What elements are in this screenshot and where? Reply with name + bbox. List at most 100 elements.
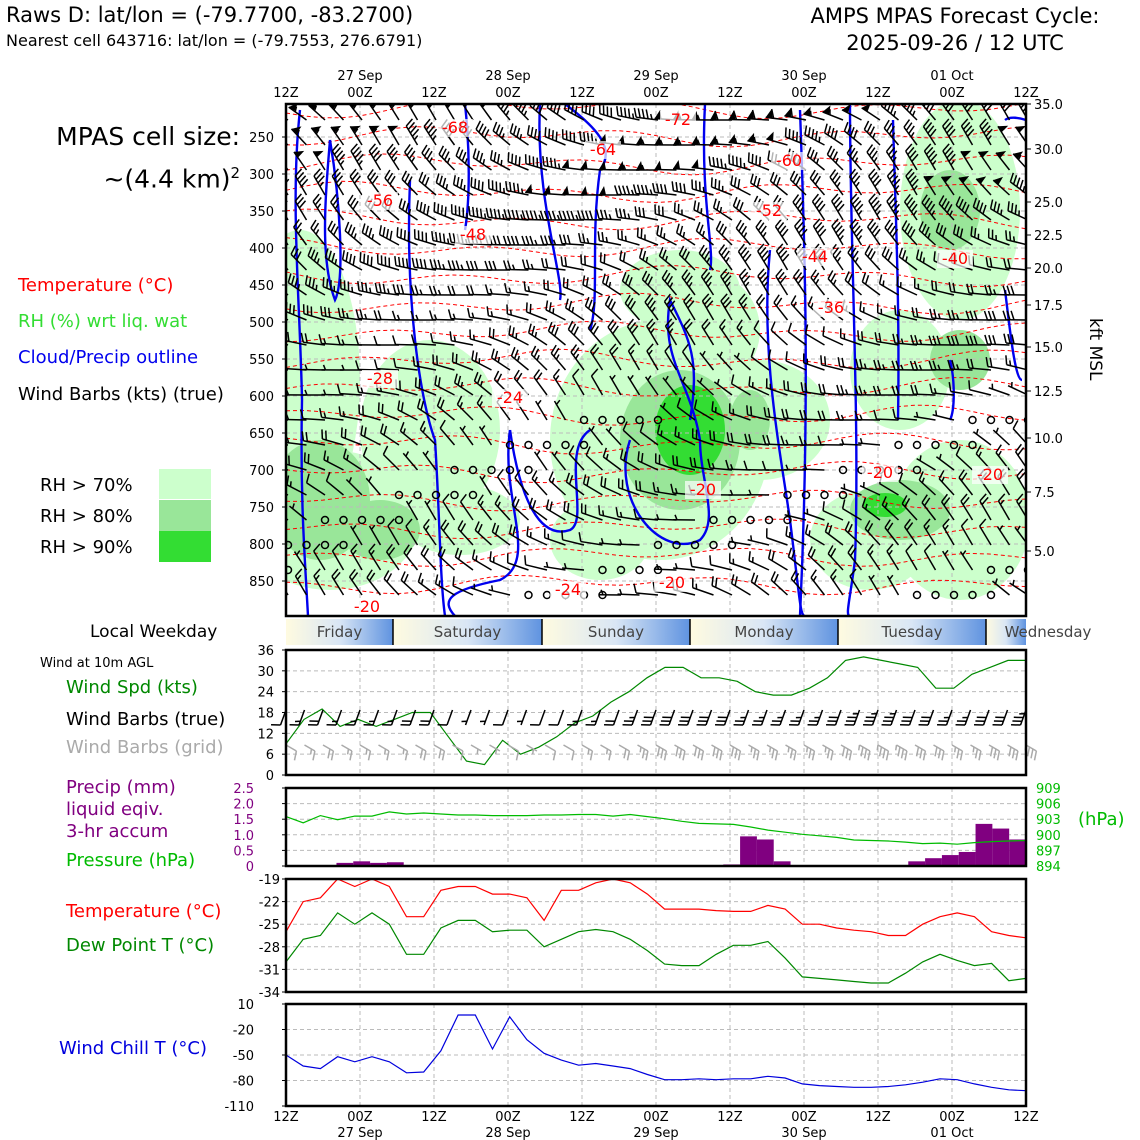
wind-barb-upper-full xyxy=(385,228,390,239)
temperature-contour xyxy=(286,126,1026,148)
grid-wind-barb xyxy=(544,744,557,761)
wind-barb-upper xyxy=(799,409,825,421)
wind-barb-upper-half xyxy=(605,236,608,243)
wind-barb-upper-full xyxy=(970,283,974,294)
wind-barb-upper xyxy=(506,304,529,321)
wind-barb-upper-full xyxy=(687,300,695,309)
wind-barb-upper xyxy=(561,530,585,546)
wind-barb-upper-calm xyxy=(1005,415,1014,425)
wind-barb-upper-half xyxy=(859,437,863,444)
wind-barb-upper-full xyxy=(514,469,521,479)
grid-wind-barb-staff xyxy=(951,744,963,752)
wind-barb-upper xyxy=(355,309,381,321)
wind-barb-upper-full xyxy=(689,457,693,467)
grid-wind-barb-full xyxy=(715,748,720,759)
wind-barb-upper xyxy=(942,143,956,171)
wind-barb-upper-full xyxy=(400,571,406,581)
wind-barb-upper xyxy=(533,450,548,471)
wind-barb-upper xyxy=(398,198,418,221)
wind-barb-upper-full xyxy=(472,148,477,158)
grid-wind-barb-full xyxy=(663,750,668,761)
wind-barb-upper-full xyxy=(633,583,637,594)
wind-barb-upper xyxy=(748,376,770,396)
wind-barb-upper-full xyxy=(592,106,595,117)
wind-barb-upper-full xyxy=(980,94,986,101)
wind-barb-upper xyxy=(428,285,455,296)
wind-barb-upper-full xyxy=(818,383,822,394)
wind-barb-upper xyxy=(287,273,307,296)
wind-barb-upper xyxy=(798,435,825,446)
wind-barb-upper xyxy=(955,446,974,471)
wind-barb-upper-half xyxy=(600,538,604,544)
wind-barb-upper-full xyxy=(313,251,319,262)
wind-barb-upper-full xyxy=(733,177,737,187)
wind-barb-upper xyxy=(892,408,918,421)
surface-wind-barb xyxy=(530,709,546,726)
wind-barb-upper-full xyxy=(340,427,343,437)
wind-barb-upper xyxy=(293,219,308,246)
wind-barb-upper-full xyxy=(750,347,756,358)
wind-barb-upper-full xyxy=(506,260,512,270)
wind-barb-upper-half xyxy=(944,524,949,530)
wind-barb-upper-full xyxy=(477,523,483,534)
wind-barb-upper-half xyxy=(674,488,678,494)
wind-barb-upper-full xyxy=(982,204,987,215)
wind-barb-upper-full xyxy=(910,334,915,345)
wind-barb-upper-full xyxy=(459,178,464,189)
grid-wind-barb-full xyxy=(515,750,520,761)
forecast-cycle-line2: 2025-09-26 / 12 UTC xyxy=(846,31,1064,55)
precip-bar xyxy=(1009,839,1026,866)
wind-barb-upper-full xyxy=(619,449,624,459)
wind-barb-upper-half xyxy=(387,288,390,294)
wind-barb-upper-full xyxy=(792,194,800,203)
wind-barb-upper-half xyxy=(342,411,346,417)
wind-barb-upper xyxy=(654,513,677,521)
wind-barb-upper-staff xyxy=(331,550,345,571)
surface-wind-barb xyxy=(622,709,639,726)
wind-barb-upper-full xyxy=(468,206,471,216)
wind-barb-upper-full xyxy=(590,301,596,312)
wind-barb-upper-full xyxy=(714,110,719,121)
wind-barb-upper xyxy=(997,493,1011,521)
wind-barb-upper-half xyxy=(799,206,804,213)
wind-barb-upper-full xyxy=(788,128,791,139)
wind-barb-upper xyxy=(735,219,752,246)
wind-barb-upper-half xyxy=(452,313,456,320)
grid-wind-barb-full xyxy=(956,748,960,759)
wind-barb-upper-half xyxy=(364,313,368,320)
wind-barb-upper-full xyxy=(403,544,410,554)
wind-barb-upper xyxy=(942,118,956,146)
wind-barb-upper xyxy=(709,555,733,571)
wind-barb-upper xyxy=(580,503,603,521)
surface-wind-barb xyxy=(382,709,398,726)
wind-barb-upper xyxy=(822,105,844,121)
wind-barb-upper-full xyxy=(422,203,427,214)
wind-barb-upper-full xyxy=(785,408,789,419)
wind-barb-upper-full xyxy=(585,446,591,456)
wind-barb-upper xyxy=(366,569,382,596)
wind-barb-upper-full xyxy=(943,497,951,506)
wind-barb-upper-full xyxy=(355,309,360,319)
wind-barb-upper xyxy=(966,358,992,371)
wind-barb-upper-full xyxy=(556,105,561,115)
wind-barb-upper xyxy=(615,507,640,521)
wind-barb-upper-full xyxy=(488,260,493,271)
wind-barb-upper-half xyxy=(334,258,338,265)
wind-barb-upper-half xyxy=(706,257,711,263)
wind-barb-upper-full xyxy=(356,153,364,162)
wind-barb-upper-full xyxy=(996,203,1001,214)
wind-barb-upper-full xyxy=(757,243,765,252)
wind-barb-upper xyxy=(490,348,511,371)
wind-barb-upper-full xyxy=(846,124,852,134)
surface-wind-barb-staff xyxy=(483,709,491,726)
wind-barb-upper xyxy=(560,256,585,271)
wind-barb-upper-half xyxy=(785,439,789,446)
wind-barb-upper xyxy=(325,471,344,496)
wind-barb-upper-calm xyxy=(727,515,737,525)
wind-barb-upper-full xyxy=(853,225,861,234)
wind-barb-upper-full xyxy=(531,470,538,480)
wind-barb-upper-staff xyxy=(561,193,585,196)
wind-barb-upper-full xyxy=(763,253,771,262)
wind-barb-upper-full xyxy=(703,321,711,331)
wind-barb-upper-full xyxy=(823,123,828,134)
